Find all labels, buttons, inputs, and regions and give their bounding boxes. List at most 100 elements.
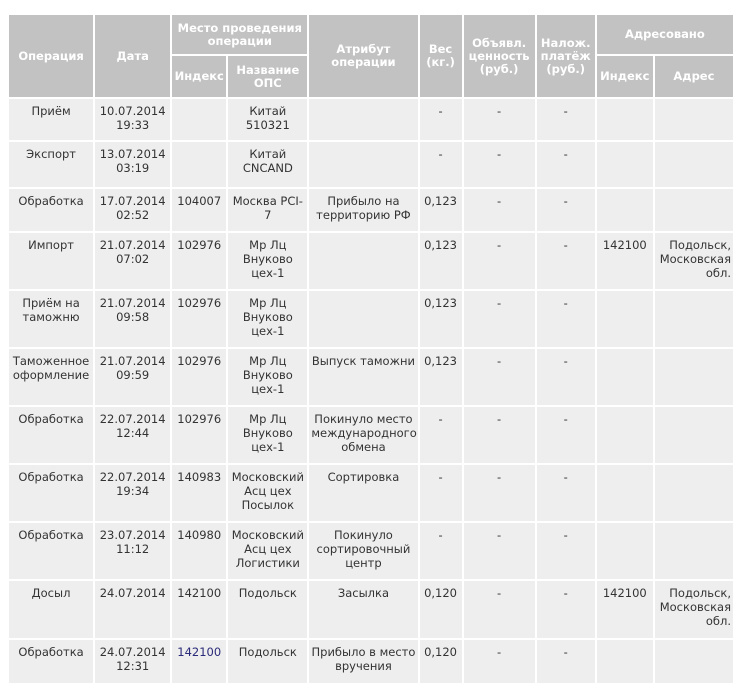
cell-operation: Обработка — [9, 189, 94, 231]
table-row: Экспорт 13.07.2014 03:19 Китай CNCAND - - - — [9, 142, 733, 187]
table-row: Обработка 22.07.2014 12:44 102976 Мр Лц Вну… — [9, 407, 733, 463]
cell-date: 22.07.2014 12:44 — [95, 407, 171, 463]
cell-place-index — [172, 142, 227, 187]
cell-declared-value: - — [463, 581, 535, 638]
cell-addr-index — [596, 291, 653, 347]
cell-place-index: 142100 — [172, 581, 227, 638]
cell-declared-value: - — [463, 142, 535, 187]
table-row: Приём 10.07.2014 19:33 Китай 510321- - - — [9, 99, 733, 140]
cell-cod: - — [536, 142, 595, 187]
table-row: Таможенное оформление 21.07.2014 09:59 102… — [9, 349, 733, 405]
cell-attribute — [309, 291, 418, 347]
cell-address — [654, 142, 733, 187]
cell-attribute — [309, 142, 418, 187]
cell-addr-index — [596, 465, 653, 521]
col-addressed: Адресовано — [596, 15, 733, 54]
col-addr-address: Адрес — [654, 56, 733, 97]
cell-place-index: 142100 — [172, 640, 227, 683]
cell-date: 22.07.2014 19:34 — [95, 465, 171, 521]
cell-declared-value: - — [463, 233, 535, 289]
cell-addr-index — [596, 407, 653, 463]
cell-declared-value: - — [463, 465, 535, 521]
cell-addr-index — [596, 640, 653, 683]
cell-weight: - — [419, 142, 462, 187]
cell-operation: Приём на таможню — [9, 291, 94, 347]
cell-operation: Обработка — [9, 640, 94, 683]
cell-cod: - — [536, 189, 595, 231]
cell-place-name: Китай CNCAND — [228, 142, 308, 187]
cell-date: 13.07.2014 03:19 — [95, 142, 171, 187]
table-row: Обработка 22.07.2014 19:34 140983 Московски… — [9, 465, 733, 521]
cell-cod: - — [536, 523, 595, 579]
cell-addr-index — [596, 142, 653, 187]
col-place-index: Индекс — [172, 56, 227, 97]
table-row: Обработка 17.07.2014 02:52 104007 Москва PC… — [9, 189, 733, 231]
cell-addr-index — [596, 523, 653, 579]
place-index-link[interactable]: 142100 — [177, 645, 222, 659]
table-row: Обработка 23.07.2014 11:12 140980 Московски… — [9, 523, 733, 579]
cell-addr-index: 142100 — [596, 233, 653, 289]
cell-attribute: Покинуло сортировочный центр — [309, 523, 418, 579]
cell-cod: - — [536, 407, 595, 463]
cell-declared-value: - — [463, 407, 535, 463]
cell-place-name: Московский Асц цех Логистики — [228, 523, 308, 579]
cell-attribute: Покинуло место международного обмена — [309, 407, 418, 463]
cell-operation: Приём — [9, 99, 94, 140]
col-operation: Операция — [9, 15, 94, 97]
cell-place-name: Мр Лц Внуково цех-1 — [228, 349, 308, 405]
cell-place-name: Москва PCI-7 — [228, 189, 308, 231]
cell-declared-value: - — [463, 291, 535, 347]
cell-cod: - — [536, 233, 595, 289]
cell-date: 24.07.2014 — [95, 581, 171, 638]
cell-declared-value: - — [463, 349, 535, 405]
cell-declared-value: - — [463, 523, 535, 579]
cell-weight: 0,123 — [419, 349, 462, 405]
cell-declared-value: - — [463, 189, 535, 231]
cell-place-index: 102976 — [172, 291, 227, 347]
cell-place-name: Подольск — [228, 581, 308, 638]
cell-address — [654, 349, 733, 405]
tracking-table: Операция Дата Место проведения операции … — [7, 13, 735, 685]
cell-operation: Обработка — [9, 523, 94, 579]
cell-cod: - — [536, 465, 595, 521]
cell-date: 21.07.2014 07:02 — [95, 233, 171, 289]
cell-operation: Досыл — [9, 581, 94, 638]
cell-weight: 0,123 — [419, 291, 462, 347]
cell-declared-value: - — [463, 99, 535, 140]
cell-date: 23.07.2014 11:12 — [95, 523, 171, 579]
col-addr-index: Индекс — [596, 56, 653, 97]
cell-date: 10.07.2014 19:33 — [95, 99, 171, 140]
cell-cod: - — [536, 640, 595, 683]
col-date: Дата — [95, 15, 171, 97]
col-place: Место проведения операции — [172, 15, 308, 54]
cell-date: 17.07.2014 02:52 — [95, 189, 171, 231]
cell-place-name: Мр Лц Внуково цех-1 — [228, 233, 308, 289]
cell-attribute: Засылка — [309, 581, 418, 638]
cell-place-name: Московский Асц цех Посылок — [228, 465, 308, 521]
cell-addr-index — [596, 99, 653, 140]
col-weight: Вес (кг.) — [419, 15, 462, 97]
cell-operation: Экспорт — [9, 142, 94, 187]
cell-place-name: Подольск — [228, 640, 308, 683]
table-row: Обработка 24.07.2014 12:31 142100 Подольск П… — [9, 640, 733, 683]
cell-declared-value: - — [463, 640, 535, 683]
col-cod: Налож. платёж (руб.) — [536, 15, 595, 97]
cell-attribute — [309, 233, 418, 289]
cell-attribute: Прибыло в место вручения — [309, 640, 418, 683]
cell-place-index: 102976 — [172, 349, 227, 405]
cell-attribute: Прибыло на территорию РФ — [309, 189, 418, 231]
cell-weight: 0,120 — [419, 640, 462, 683]
cell-address — [654, 407, 733, 463]
cell-place-index: 102976 — [172, 407, 227, 463]
cell-cod: - — [536, 99, 595, 140]
cell-addr-index: 142100 — [596, 581, 653, 638]
table-row: Досыл 24.07.2014 142100 Подольск Засылка 0,12… — [9, 581, 733, 638]
cell-place-index: 104007 — [172, 189, 227, 231]
cell-addr-index — [596, 349, 653, 405]
cell-cod: - — [536, 291, 595, 347]
cell-address: Подольск, Московская обл. — [654, 581, 733, 638]
cell-attribute: Выпуск таможни — [309, 349, 418, 405]
cell-address — [654, 99, 733, 140]
cell-address: Подольск, Московская обл. — [654, 233, 733, 289]
cell-date: 21.07.2014 09:59 — [95, 349, 171, 405]
